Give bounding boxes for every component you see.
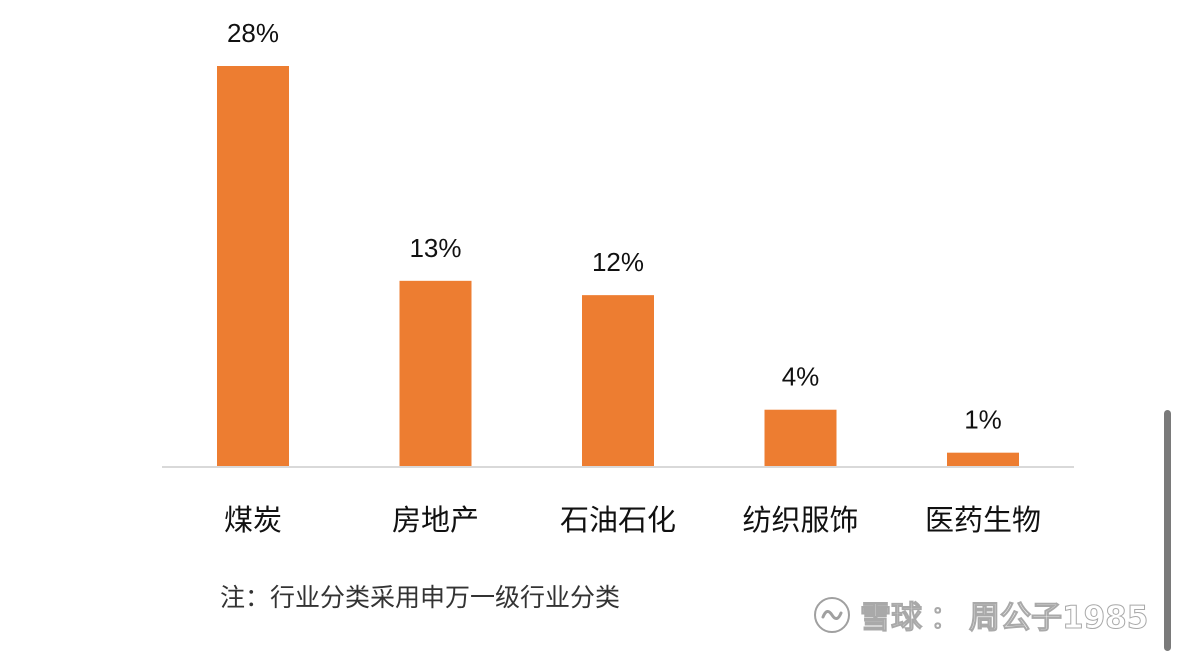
category-label-4: 纺织服饰: [742, 503, 858, 537]
data-label-4: 4%: [782, 362, 820, 392]
watermark-site: 雪球: [860, 600, 923, 637]
bars-group: [217, 66, 1019, 467]
bar-2: [399, 280, 472, 467]
data-label-1: 28%: [227, 18, 279, 48]
watermark-separator: ：: [930, 600, 962, 637]
data-label-2: 13%: [409, 233, 461, 263]
watermark-user: 周公子1985: [968, 600, 1149, 637]
bar-3: [582, 295, 654, 467]
watermark: 雪球 ： 周公子1985: [812, 592, 1149, 637]
vertical-scrollbar[interactable]: [1164, 410, 1171, 651]
bar-5: [947, 452, 1019, 467]
category-label-1: 煤炭: [224, 503, 282, 537]
bar-4: [764, 409, 837, 467]
category-label-5: 医药生物: [925, 503, 1041, 537]
chart-note: 注：行业分类采用申万一级行业分类: [220, 583, 621, 612]
data-labels-group: 28% 13% 12% 4% 1%: [227, 18, 1002, 435]
bar-1: [217, 66, 289, 467]
xueqiu-logo-icon: [814, 596, 850, 633]
data-label-3: 12%: [592, 247, 644, 277]
data-label-5: 1%: [964, 405, 1002, 435]
category-label-3: 石油石化: [560, 503, 676, 537]
category-label-2: 房地产: [392, 503, 479, 537]
category-labels-group: 煤炭 房地产 石油石化 纺织服饰 医药生物: [224, 503, 1041, 537]
